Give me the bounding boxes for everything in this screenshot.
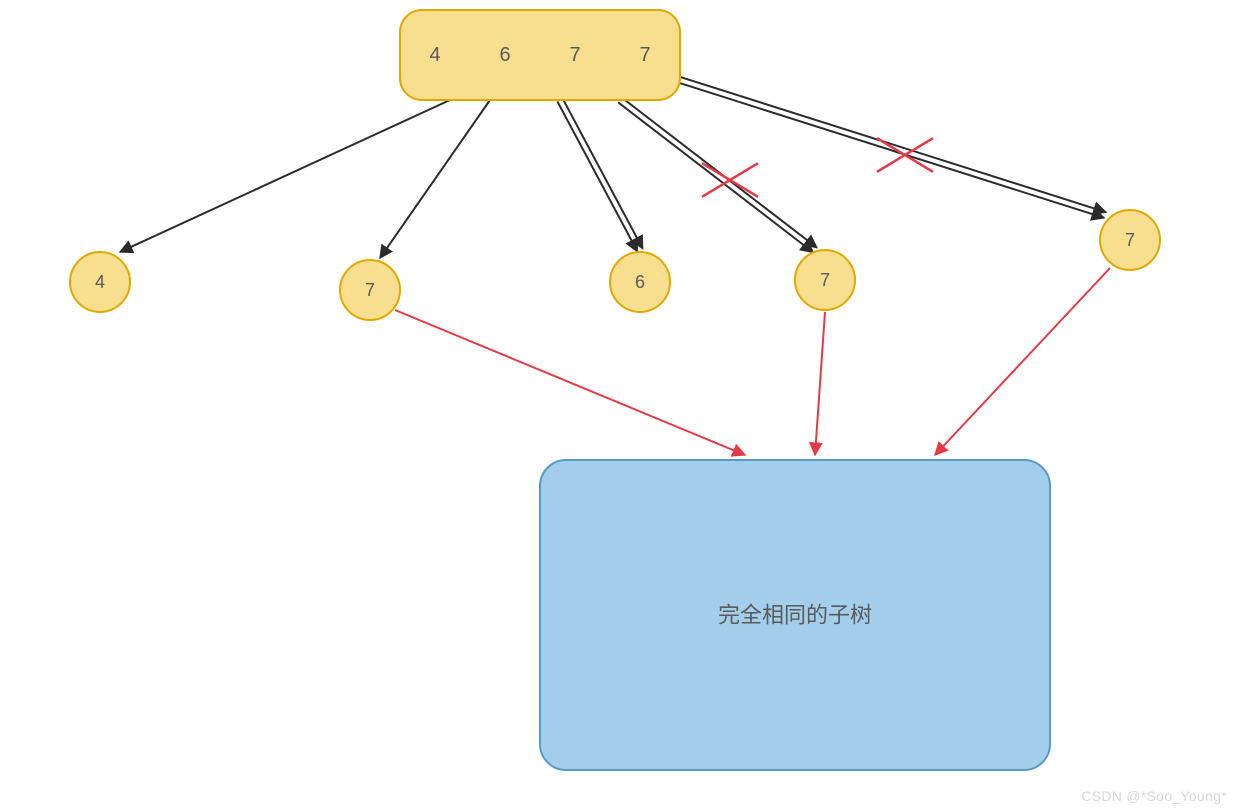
subtree-arrow	[935, 268, 1110, 455]
leaf-node-label: 6	[635, 272, 645, 292]
root-node: 4 6 7 7	[400, 10, 680, 100]
leaf-node-c4: 4	[70, 252, 130, 312]
leaf-node-c6: 6	[610, 252, 670, 312]
root-node-value: 7	[569, 44, 580, 66]
tree-arrow	[557, 99, 642, 252]
watermark-text: CSDN @*Soo_Young*	[1081, 788, 1227, 804]
root-node-value: 6	[499, 44, 510, 66]
leaf-node-c7a: 7	[340, 260, 400, 320]
subtree-box-label: 完全相同的子树	[718, 603, 872, 628]
leaf-node-label: 7	[365, 280, 375, 300]
subtree-box: 完全相同的子树	[540, 460, 1050, 770]
subtree-arrow	[815, 312, 825, 455]
root-node-value: 4	[429, 44, 440, 66]
tree-arrow	[618, 98, 817, 253]
leaf-node-label: 7	[1125, 230, 1135, 250]
leaf-node-c7c: 7	[1100, 210, 1160, 270]
leaf-node-label: 4	[95, 272, 105, 292]
leaf-node-c7b: 7	[795, 250, 855, 310]
tree-arrow	[679, 77, 1106, 218]
root-node-value: 7	[639, 44, 650, 66]
leaf-node-label: 7	[820, 270, 830, 290]
subtree-arrow	[395, 310, 745, 455]
